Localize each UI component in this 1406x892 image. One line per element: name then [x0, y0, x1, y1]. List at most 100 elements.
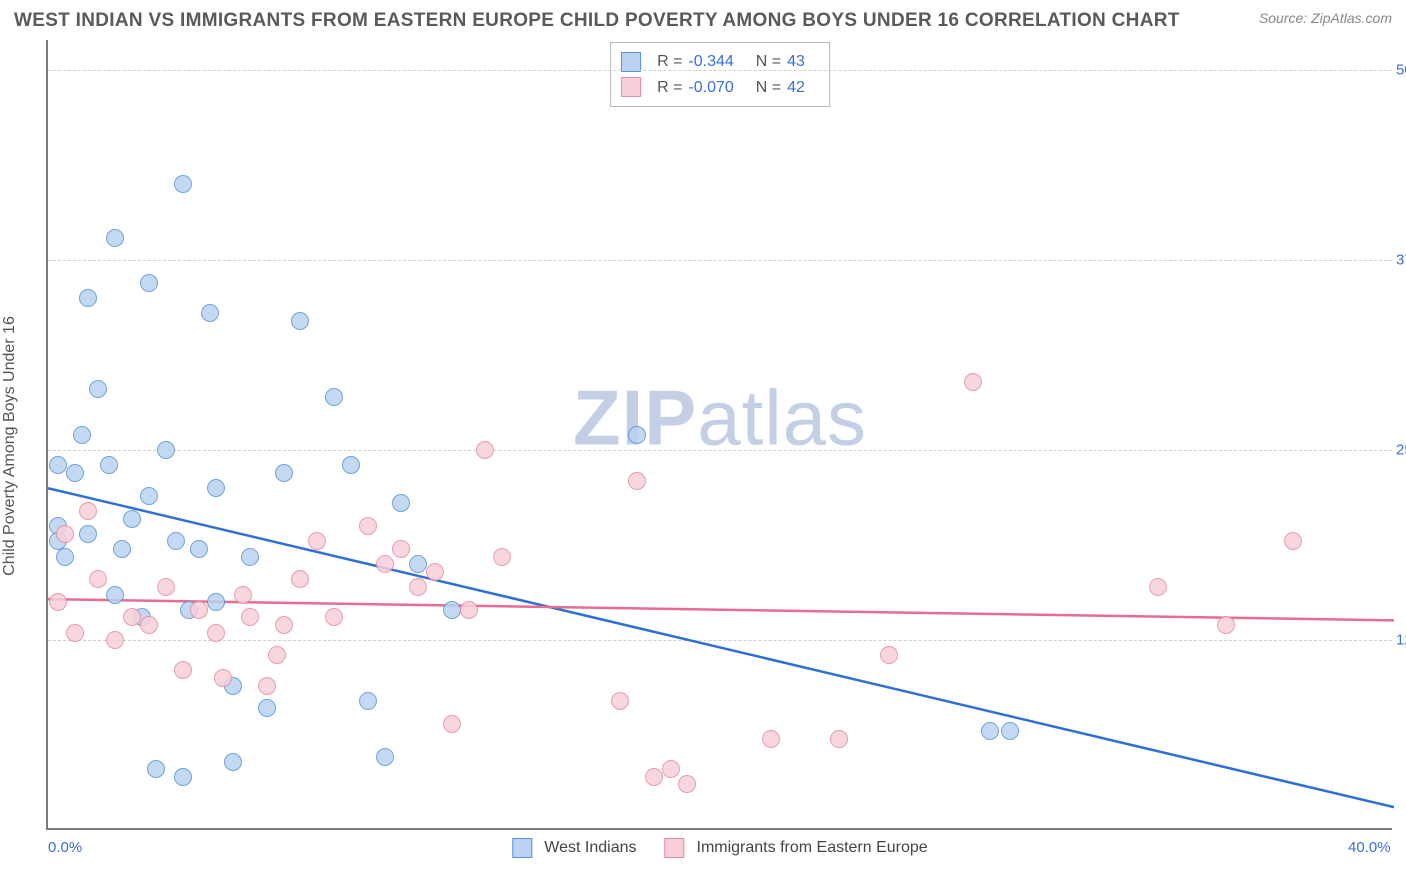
data-point: [1001, 722, 1019, 740]
data-point: [56, 525, 74, 543]
data-point: [241, 608, 259, 626]
source-attribution: Source: ZipAtlas.com: [1259, 10, 1392, 26]
data-point: [628, 472, 646, 490]
correlation-legend: R = -0.344 N = 43 R = -0.070 N = 42: [610, 42, 830, 107]
data-point: [426, 563, 444, 581]
data-point: [214, 669, 232, 687]
data-point: [106, 586, 124, 604]
chart-title: WEST INDIAN VS IMMIGRANTS FROM EASTERN E…: [14, 10, 1180, 32]
gridline: [48, 70, 1392, 71]
data-point: [79, 289, 97, 307]
data-point: [49, 593, 67, 611]
data-point: [89, 380, 107, 398]
data-point: [49, 456, 67, 474]
plot-area: ZIPatlas R = -0.344 N = 43 R = -0.070 N …: [46, 40, 1392, 830]
legend-item-series-1: West Indians: [512, 838, 636, 858]
x-tick-label: 0.0%: [48, 839, 82, 856]
data-point: [201, 304, 219, 322]
data-point: [325, 608, 343, 626]
data-point: [291, 312, 309, 330]
data-point: [392, 494, 410, 512]
data-point: [409, 578, 427, 596]
data-point: [268, 646, 286, 664]
y-axis-label: Child Poverty Among Boys Under 16: [1, 316, 19, 576]
data-point: [1149, 578, 1167, 596]
data-point: [443, 601, 461, 619]
data-point: [1217, 616, 1235, 634]
data-point: [123, 608, 141, 626]
data-point: [207, 593, 225, 611]
data-point: [123, 510, 141, 528]
data-point: [359, 692, 377, 710]
data-point: [106, 229, 124, 247]
data-point: [106, 631, 124, 649]
data-point: [113, 540, 131, 558]
data-point: [79, 502, 97, 520]
swatch-icon: [512, 838, 532, 858]
data-point: [611, 692, 629, 710]
gridline: [48, 260, 1392, 261]
data-point: [325, 388, 343, 406]
data-point: [291, 570, 309, 588]
swatch-icon: [621, 77, 641, 97]
data-point: [73, 426, 91, 444]
data-point: [628, 426, 646, 444]
data-point: [167, 532, 185, 550]
data-point: [645, 768, 663, 786]
data-point: [392, 540, 410, 558]
data-point: [234, 586, 252, 604]
correlation-row-series-2: R = -0.070 N = 42: [621, 75, 815, 101]
data-point: [678, 775, 696, 793]
trendlines-layer: [48, 40, 1394, 830]
data-point: [174, 175, 192, 193]
y-tick-label: 25.0%: [1396, 442, 1406, 459]
trend-line: [48, 488, 1394, 807]
swatch-icon: [621, 52, 641, 72]
swatch-icon: [665, 838, 685, 858]
data-point: [224, 753, 242, 771]
data-point: [190, 601, 208, 619]
y-tick-label: 12.5%: [1396, 632, 1406, 649]
data-point: [443, 715, 461, 733]
data-point: [157, 578, 175, 596]
data-point: [662, 760, 680, 778]
chart-header: WEST INDIAN VS IMMIGRANTS FROM EASTERN E…: [14, 10, 1392, 32]
data-point: [460, 601, 478, 619]
data-point: [174, 768, 192, 786]
data-point: [762, 730, 780, 748]
data-point: [476, 441, 494, 459]
data-point: [207, 624, 225, 642]
data-point: [174, 661, 192, 679]
data-point: [342, 456, 360, 474]
data-point: [964, 373, 982, 391]
data-point: [376, 555, 394, 573]
data-point: [830, 730, 848, 748]
data-point: [79, 525, 97, 543]
y-tick-label: 37.5%: [1396, 252, 1406, 269]
data-point: [258, 677, 276, 695]
data-point: [66, 624, 84, 642]
series-legend: West Indians Immigrants from Eastern Eur…: [512, 838, 927, 858]
data-point: [308, 532, 326, 550]
data-point: [157, 441, 175, 459]
data-point: [359, 517, 377, 535]
data-point: [140, 487, 158, 505]
data-point: [275, 464, 293, 482]
legend-item-series-2: Immigrants from Eastern Europe: [665, 838, 928, 858]
data-point: [258, 699, 276, 717]
gridline: [48, 450, 1392, 451]
y-tick-label: 50.0%: [1396, 62, 1406, 79]
data-point: [147, 760, 165, 778]
gridline: [48, 640, 1392, 641]
data-point: [493, 548, 511, 566]
data-point: [275, 616, 293, 634]
data-point: [190, 540, 208, 558]
x-tick-label: 40.0%: [1348, 839, 1391, 856]
data-point: [56, 548, 74, 566]
data-point: [241, 548, 259, 566]
data-point: [100, 456, 118, 474]
data-point: [140, 274, 158, 292]
data-point: [140, 616, 158, 634]
data-point: [1284, 532, 1302, 550]
data-point: [207, 479, 225, 497]
